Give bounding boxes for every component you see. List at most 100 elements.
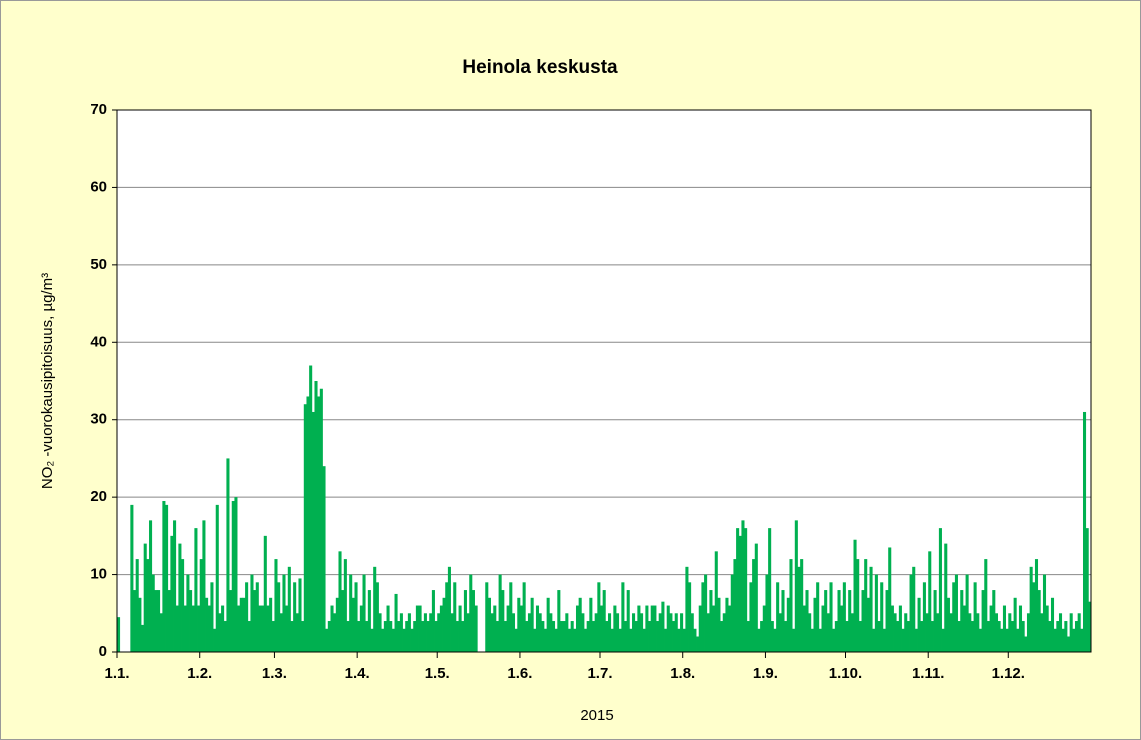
bar <box>562 621 566 652</box>
bar <box>231 501 235 652</box>
x-tick-label: 1.12. <box>992 665 1025 682</box>
bar <box>682 628 686 652</box>
bar <box>898 605 902 652</box>
bar <box>677 628 681 652</box>
bar <box>656 621 660 652</box>
bar <box>968 613 972 652</box>
bar <box>997 621 1001 652</box>
bar <box>487 597 491 652</box>
bar <box>914 628 918 652</box>
bar <box>151 574 155 652</box>
bar <box>1072 628 1076 652</box>
bar <box>181 559 185 652</box>
bar <box>399 613 403 652</box>
bar <box>133 590 137 652</box>
bar <box>848 590 852 652</box>
bar <box>165 504 169 652</box>
bar <box>941 628 945 652</box>
bar <box>159 613 163 652</box>
bar <box>533 628 537 652</box>
x-tick-label: 1.3. <box>262 665 287 682</box>
bar <box>599 605 604 652</box>
bar <box>789 559 793 652</box>
bar <box>965 574 969 652</box>
bar <box>1085 528 1089 652</box>
bar <box>586 621 590 652</box>
bar <box>744 528 748 652</box>
bar <box>936 613 940 652</box>
bar <box>704 574 708 652</box>
bar <box>773 628 777 652</box>
bar <box>1066 636 1071 652</box>
bar <box>824 590 828 652</box>
bar <box>311 411 315 652</box>
x-tick-label: 1.1. <box>104 665 129 682</box>
bar <box>629 628 633 652</box>
bar <box>146 559 150 652</box>
bar <box>567 628 572 652</box>
bar <box>608 613 612 652</box>
bar <box>565 613 569 652</box>
bar <box>309 365 313 652</box>
bar <box>1048 621 1052 652</box>
bar <box>818 628 822 652</box>
bar <box>226 458 230 652</box>
bar <box>917 597 921 652</box>
bar <box>621 582 625 652</box>
bar <box>706 613 710 652</box>
bar <box>1080 628 1084 652</box>
bar <box>944 543 948 652</box>
bar <box>546 597 550 652</box>
bar <box>1010 621 1015 652</box>
y-tick-label: 20 <box>90 488 107 505</box>
bar <box>207 605 211 652</box>
bar <box>613 605 617 652</box>
bar <box>976 613 980 652</box>
bar <box>864 559 868 652</box>
bar <box>797 566 801 652</box>
bar <box>527 613 532 652</box>
bar <box>583 628 588 652</box>
bar <box>301 621 305 652</box>
bar <box>1026 613 1031 652</box>
bar <box>626 590 630 652</box>
bar <box>768 528 772 652</box>
bar <box>239 597 243 652</box>
bar <box>674 613 678 652</box>
bar <box>218 613 222 652</box>
bar <box>485 582 489 652</box>
bar <box>722 613 726 652</box>
bar <box>290 621 294 652</box>
bar <box>685 566 689 652</box>
bar <box>463 590 467 652</box>
bar <box>658 613 662 652</box>
bar <box>856 559 860 652</box>
bar <box>447 566 451 652</box>
bar <box>551 621 556 652</box>
bar <box>242 597 246 652</box>
bar <box>1042 574 1047 652</box>
bar <box>538 613 542 652</box>
bar <box>378 613 382 652</box>
bar <box>752 559 756 652</box>
bar <box>397 621 401 652</box>
bar <box>194 528 198 652</box>
bar <box>714 551 718 652</box>
bar <box>784 621 788 652</box>
bar <box>648 621 652 652</box>
bar <box>829 582 833 652</box>
bar <box>1032 582 1036 652</box>
bar <box>141 624 145 652</box>
y-tick-label: 70 <box>90 101 107 118</box>
bar <box>954 574 958 652</box>
bar <box>229 590 233 652</box>
bar <box>354 582 358 652</box>
bar <box>549 613 553 652</box>
bar <box>960 590 964 652</box>
bar <box>672 621 676 652</box>
bar <box>832 628 836 652</box>
bar <box>498 574 502 652</box>
bar <box>1005 628 1009 652</box>
bar <box>821 605 825 652</box>
